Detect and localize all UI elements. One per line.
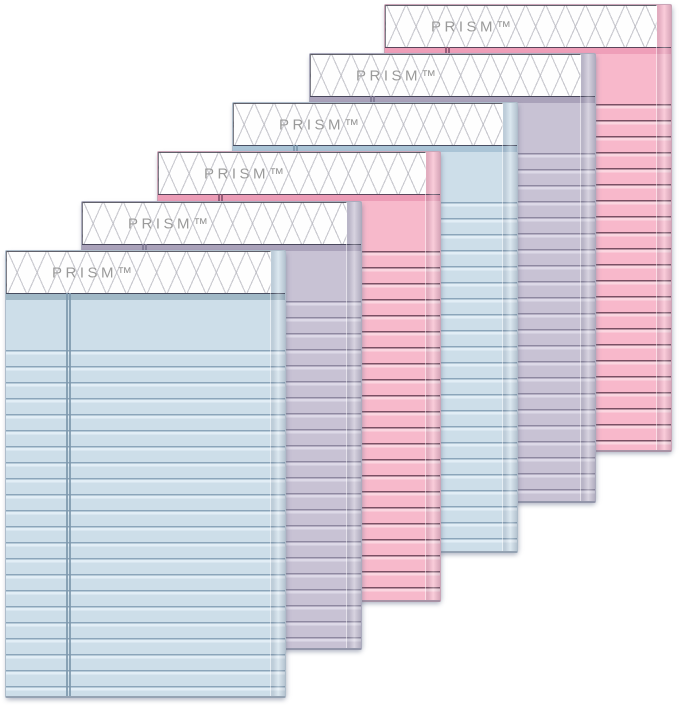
notepad-header: PRISM™: [385, 5, 657, 47]
binding-strip: [6, 293, 285, 300]
prism-logo: PRISM™: [431, 18, 515, 35]
prism-logo: PRISM™: [52, 264, 136, 281]
prism-logo: PRISM™: [128, 215, 212, 232]
binding-strip: [385, 47, 671, 54]
binding-strip: [82, 244, 361, 251]
margin-line: [66, 293, 71, 696]
notepad-header: PRISM™: [82, 202, 347, 244]
prism-logo: PRISM™: [279, 116, 363, 133]
notepad-header: PRISM™: [233, 103, 503, 145]
notepad-header: PRISM™: [310, 54, 581, 96]
binding-strip: [158, 194, 440, 201]
ruled-paper: [6, 300, 285, 696]
prism-logo: PRISM™: [356, 67, 440, 84]
binding-strip: [233, 145, 517, 152]
prism-logo: PRISM™: [204, 165, 288, 182]
notepad-blue-front: PRISM™: [5, 250, 286, 698]
notepad-header: PRISM™: [6, 251, 271, 293]
ruled-lines: [6, 350, 285, 696]
notepad-header: PRISM™: [158, 152, 426, 194]
binding-strip: [310, 96, 595, 103]
